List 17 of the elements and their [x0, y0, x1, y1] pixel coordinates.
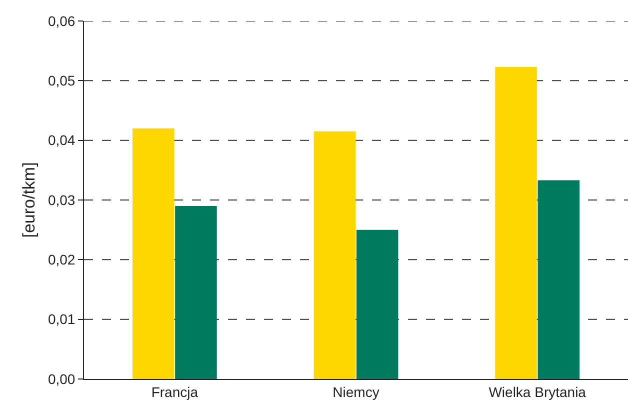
x-tick-label: Wielka Brytania: [488, 384, 586, 400]
bar: [132, 128, 174, 379]
x-tick-label: Niemcy: [332, 384, 380, 400]
y-tick-label: 0,06: [48, 12, 76, 29]
x-tick-label: Francja: [151, 384, 198, 400]
y-tick-label: 0,03: [48, 192, 76, 208]
bar: [538, 180, 580, 379]
y-tick-label: 0,01: [48, 311, 76, 328]
y-tick-label: 0,02: [48, 252, 76, 268]
y-tick-label: 0,04: [48, 132, 76, 148]
bar: [495, 66, 537, 379]
y-tick-label: 0,00: [48, 370, 76, 387]
bar: [356, 230, 398, 379]
y-axis-title: [euro/tkm]: [20, 162, 38, 238]
bar: [175, 206, 217, 379]
y-tick-label: 0,05: [48, 72, 76, 89]
bar: [314, 131, 356, 379]
